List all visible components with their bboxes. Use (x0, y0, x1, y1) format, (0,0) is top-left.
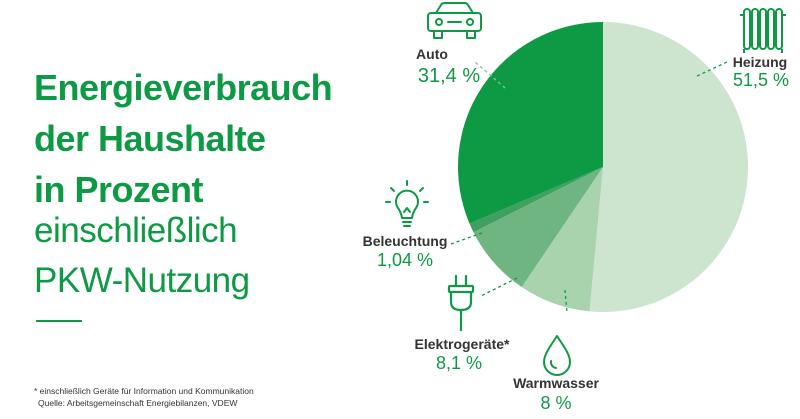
light-bulb-icon (385, 180, 429, 227)
slice-label-auto-value: 31,4 % (418, 65, 480, 87)
chart-title: Energieverbrauch der Haushalte in Prozen… (34, 62, 333, 215)
slice-label-heizung: Heizung 51,5 % (733, 54, 789, 90)
slice-label-heizung-name: Heizung (733, 54, 787, 70)
slice-label-warmwasser: Warmwasser 8 % (513, 375, 599, 413)
plug-icon (447, 274, 475, 332)
slice-label-warmwasser-value: 8 % (540, 393, 571, 413)
leader-line-warmwasser (564, 289, 568, 313)
footnote-note: * einschließlich Geräte für Information … (34, 386, 254, 396)
pie-slice-beleuchtung (469, 167, 603, 233)
radiator-icon (740, 8, 786, 53)
slice-label-auto: Auto 31,4 % (416, 46, 480, 87)
chart-subtitle: einschließlich PKW-Nutzung (34, 206, 250, 306)
leader-line-elektrogeräte (480, 277, 518, 297)
title-line-2: der Haushalte (34, 118, 266, 159)
leader-line-beleuchtung (447, 232, 483, 246)
footnote-source: Quelle: Arbeitsgemeinschaft Energiebilan… (38, 398, 238, 408)
slice-label-heizung-value: 51,5 % (733, 70, 789, 90)
pie-slice-auto (457, 22, 603, 224)
subtitle-line-1: einschließlich (34, 211, 238, 250)
divider (36, 320, 82, 322)
leader-lines (447, 61, 728, 313)
footnote: * einschließlich Geräte für Information … (34, 385, 254, 409)
leader-line-auto (474, 61, 506, 89)
slice-label-beleuchtung-value: 1,04 % (377, 250, 433, 270)
pie-slice-elektrogeräte (473, 167, 603, 288)
slice-label-beleuchtung-name: Beleuchtung (363, 233, 448, 249)
slice-label-warmwasser-name: Warmwasser (513, 375, 599, 391)
slice-label-elektrogeraete-value: 8,1 % (436, 353, 482, 373)
car-icon (427, 2, 482, 39)
pie-slice-warmwasser (521, 167, 603, 312)
title-line-1: Energieverbrauch (34, 67, 333, 108)
pie-slice-heizung (589, 21, 749, 313)
pie-slices (457, 21, 749, 313)
slice-label-beleuchtung: Beleuchtung 1,04 % (363, 233, 448, 270)
water-drop-icon (543, 335, 571, 376)
subtitle-line-2: PKW-Nutzung (34, 261, 250, 300)
slice-label-elektrogeraete: Elektrogeräte* 8,1 % (415, 336, 510, 373)
slice-label-elektrogeraete-name: Elektrogeräte* (415, 336, 510, 352)
slice-label-auto-name: Auto (416, 46, 448, 62)
title-line-3: in Prozent (34, 169, 204, 210)
